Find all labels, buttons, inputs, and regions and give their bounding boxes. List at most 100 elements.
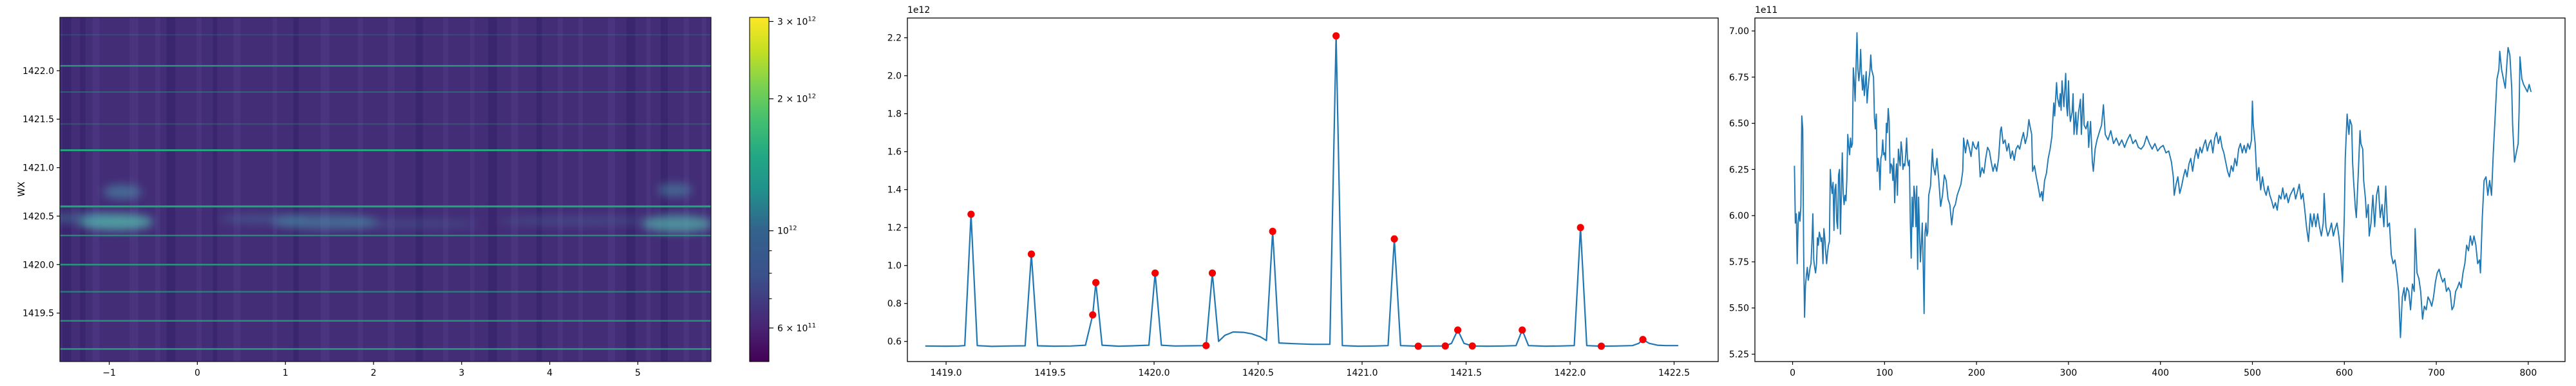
heatmap-texture-stripe [626, 17, 636, 362]
heatmap-texture-stripe [536, 17, 542, 362]
y-tick-label: 1421.0 [23, 163, 54, 174]
heatmap-texture-stripe [488, 17, 497, 362]
y-tick-label: 2.0 [887, 71, 902, 82]
peak-marker [1208, 269, 1217, 277]
heatmap-texture-stripe [166, 17, 176, 362]
x-tick-label: 0 [1790, 368, 1795, 378]
peak-marker [1390, 235, 1398, 243]
timeseries-offset-label: 1e11 [1755, 5, 1777, 15]
heatmap-texture-stripe [415, 17, 423, 362]
y-tick-label: 1.0 [887, 261, 902, 271]
heatmap-texture-stripe [701, 17, 706, 362]
x-tick-label: 200 [1968, 368, 1985, 378]
x-tick-label: 400 [2152, 368, 2169, 378]
peak-marker [1151, 269, 1159, 277]
x-tick-label: 800 [2520, 368, 2537, 378]
heatmap-diffuse-blob [657, 183, 693, 197]
x-tick-label: 500 [2244, 368, 2261, 378]
heatmap-diffuse-blob [338, 219, 480, 229]
y-tick-label: 5.75 [1729, 257, 1749, 268]
y-tick-label: 1.6 [887, 147, 902, 158]
heatmap-texture-stripe [80, 17, 86, 362]
heatmap-texture-stripe [62, 17, 71, 362]
spectrum-line [925, 35, 1678, 347]
heatmap-diffuse-blob [60, 213, 109, 223]
peak-marker [1519, 326, 1526, 334]
x-tick-label: 1 [283, 368, 289, 378]
colorbar-tick-label: 6 × 1011 [777, 322, 816, 334]
spectrum-offset-label: 1e12 [907, 5, 930, 15]
x-tick-label: 300 [2060, 368, 2078, 378]
heatmap-diffuse-blob [103, 184, 142, 199]
heatmap-texture-stripe [511, 17, 518, 362]
peak-marker [1202, 342, 1210, 349]
heatmap-texture-stripe [646, 17, 651, 362]
y-tick-label: 7.00 [1729, 26, 1749, 37]
timeseries-line [1794, 32, 2532, 338]
x-tick-label: 1422.0 [1555, 368, 1586, 378]
y-tick-label: 1.2 [887, 223, 902, 234]
heatmap-image [60, 17, 711, 362]
peak-marker [1577, 224, 1584, 232]
peak-marker [1027, 250, 1036, 258]
x-tick-label: 1421.0 [1347, 368, 1378, 378]
peak-marker [1468, 342, 1476, 350]
spectrum-panel: 1419.0 1419.5 1420.0 1420.5 1421.0 1421.5 1422… [887, 17, 1719, 378]
peak-marker [1639, 336, 1647, 344]
y-tick-label: 5.50 [1729, 304, 1749, 314]
y-tick-label: 6.00 [1729, 211, 1749, 221]
x-tick-label: 0 [194, 368, 200, 378]
y-tick-label: 6.25 [1729, 165, 1749, 175]
x-tick-label: 1420.5 [1242, 368, 1274, 378]
timeseries-spines [1754, 17, 2566, 362]
heatmap-texture-stripe [293, 17, 299, 362]
colorbar-outline [749, 17, 770, 362]
peak-marker [1332, 32, 1340, 40]
heatmap-texture-stripe [607, 17, 615, 362]
heatmap-texture-stripe [196, 17, 202, 362]
spectrum-spines [907, 17, 1719, 362]
y-tick-label: 6.50 [1729, 119, 1749, 129]
timeseries-panel: 0 100 200 300 400 500 600 700 800 5.25 5.50 5.75 6.0… [1729, 17, 2566, 378]
colorbar-gradient [750, 17, 769, 362]
x-tick-label: −1 [102, 368, 116, 378]
heatmap-texture-stripe [320, 17, 330, 362]
colorbar-tick-label: 3 × 1012 [777, 15, 816, 27]
peak-marker [1414, 342, 1422, 350]
colorbar-tick-label: 1012 [777, 225, 797, 237]
heatmap-texture-stripe [557, 17, 564, 362]
x-tick-label: 3 [459, 368, 464, 378]
y-tick-label: 1.8 [887, 109, 902, 120]
peak-marker [1089, 311, 1097, 319]
x-tick-label: 1420.0 [1139, 368, 1170, 378]
peak-marker [967, 210, 975, 218]
x-tick-label: 600 [2336, 368, 2353, 378]
heatmap-border [59, 17, 712, 362]
y-tick-label: 2.2 [887, 33, 902, 44]
peak-marker [1597, 342, 1605, 350]
y-tick-label: 1420.0 [23, 260, 54, 270]
peak-marker [1269, 228, 1276, 235]
heatmap-texture-stripe [213, 17, 218, 362]
heatmap-texture-stripe [233, 17, 241, 362]
x-tick-label: 1422.5 [1658, 368, 1690, 378]
heatmap-texture-stripe [155, 17, 160, 362]
heatmap-texture-stripe [92, 17, 100, 362]
x-tick-label: 1421.5 [1450, 368, 1482, 378]
y-tick-label: 1419.5 [23, 309, 54, 319]
x-tick-label: 4 [547, 368, 553, 378]
heatmap-texture-stripe [387, 17, 395, 362]
y-tick-label: 1422.0 [23, 66, 54, 77]
y-tick-label: 1421.5 [23, 115, 54, 125]
y-tick-label: 1420.5 [23, 212, 54, 222]
heatmap-texture-stripe [469, 17, 475, 362]
y-tick-label: 1.4 [887, 185, 902, 196]
y-tick-label: 0.6 [887, 337, 902, 347]
x-tick-label: 100 [1876, 368, 1893, 378]
heatmap-texture-stripe [272, 17, 278, 362]
heatmap-texture-stripe [578, 17, 583, 362]
heatmap-diffuse-blob [642, 215, 711, 233]
heatmap-diffuse-blob [497, 216, 656, 226]
